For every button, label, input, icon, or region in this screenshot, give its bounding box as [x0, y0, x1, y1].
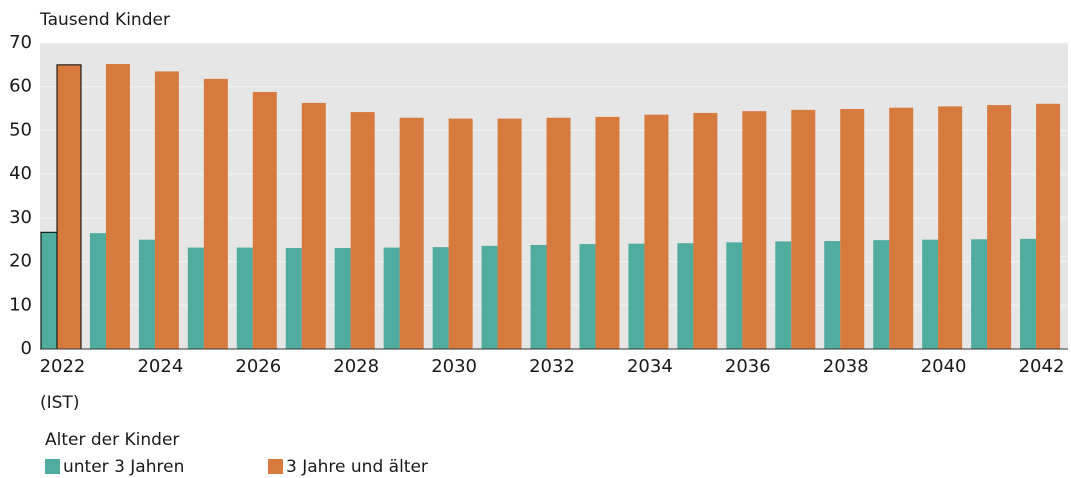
bar	[448, 118, 473, 349]
x-tick-label: 2042	[1019, 356, 1065, 377]
bar	[742, 111, 767, 350]
bar	[791, 109, 816, 349]
bar	[497, 118, 522, 349]
bar	[579, 244, 596, 349]
bar	[105, 63, 130, 350]
x-tick-label: 2038	[823, 356, 869, 377]
bar	[530, 244, 547, 349]
x-tick-label: 2026	[235, 356, 281, 377]
bar	[922, 239, 939, 349]
bar	[971, 239, 988, 349]
y-tick-label: 0	[21, 338, 32, 359]
bar	[987, 105, 1012, 350]
y-tick-label: 30	[9, 207, 32, 228]
bar	[840, 109, 865, 349]
x-tick-label: 2040	[921, 356, 967, 377]
chart-title: Tausend Kinder	[39, 10, 170, 30]
y-tick-label: 70	[9, 32, 32, 53]
bar	[236, 247, 253, 349]
bar	[873, 240, 890, 349]
bar	[285, 248, 302, 349]
bar	[546, 117, 571, 349]
bar	[938, 106, 963, 349]
y-tick-label: 20	[9, 251, 32, 272]
bar	[252, 91, 277, 350]
legend-title: Alter der Kinder	[45, 430, 179, 450]
bar	[187, 247, 204, 349]
bar	[301, 102, 326, 349]
bar	[89, 233, 106, 349]
bar	[889, 107, 914, 349]
bar	[693, 112, 718, 349]
bar	[203, 78, 228, 350]
y-tick-label: 50	[9, 119, 32, 140]
legend-swatch	[268, 459, 283, 474]
bar	[628, 243, 645, 349]
bar	[350, 112, 375, 349]
x-tick-label: 2030	[431, 356, 477, 377]
bar	[775, 241, 792, 349]
bar	[481, 245, 498, 349]
x-tick-label: 2028	[333, 356, 379, 377]
annotation: (IST)	[40, 393, 79, 413]
y-tick-label: 40	[9, 163, 32, 184]
bar	[595, 116, 620, 350]
bar	[138, 239, 155, 349]
x-tick-label: 2022	[40, 356, 86, 377]
bar	[726, 242, 743, 349]
legend-label: unter 3 Jahren	[63, 457, 184, 477]
x-tick-label: 2036	[725, 356, 771, 377]
x-tick-label: 2024	[137, 356, 183, 377]
bar	[383, 247, 400, 349]
bar	[1020, 238, 1037, 349]
bar	[56, 64, 82, 350]
y-tick-label: 60	[9, 76, 32, 97]
bar	[1036, 103, 1061, 350]
bar	[644, 114, 669, 349]
bar	[824, 241, 841, 349]
bar	[432, 247, 449, 349]
bar	[334, 248, 351, 349]
bar	[677, 243, 694, 349]
y-tick-label: 10	[9, 294, 32, 315]
x-tick-label: 2032	[529, 356, 575, 377]
legend-swatch	[45, 459, 60, 474]
legend-label: 3 Jahre und älter	[286, 457, 428, 477]
bar	[154, 71, 179, 350]
x-tick-label: 2034	[627, 356, 673, 377]
bar	[399, 117, 424, 349]
bar	[40, 231, 58, 350]
